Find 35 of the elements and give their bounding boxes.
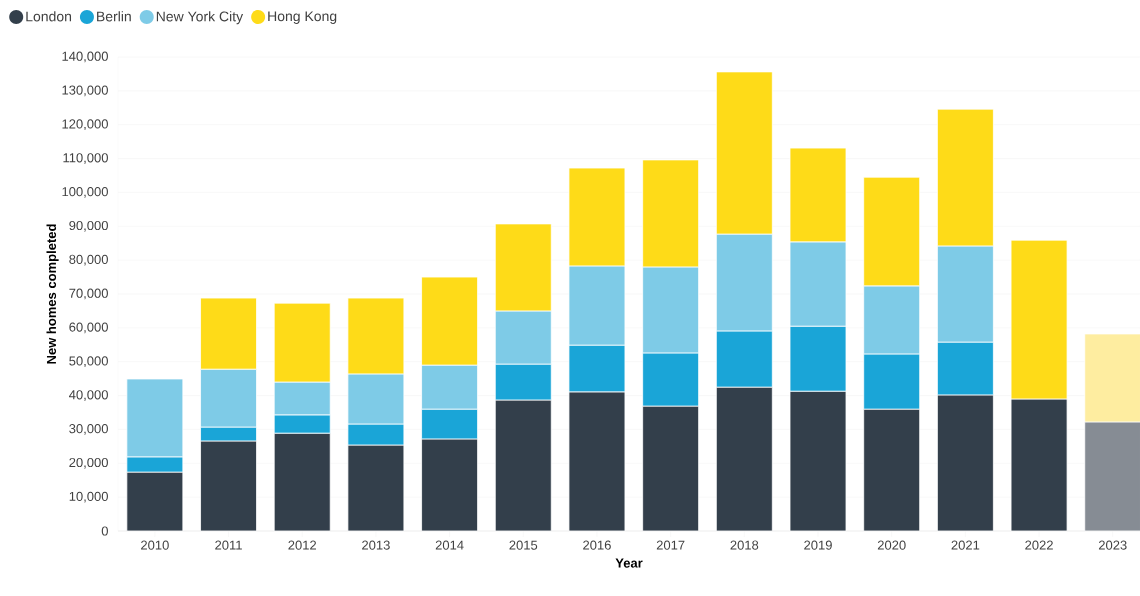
y-tick-label: 130,000: [62, 85, 108, 97]
y-tick-label: 140,000: [62, 51, 108, 63]
y-tick-label: 80,000: [69, 254, 108, 266]
legend-label: Berlin: [97, 11, 131, 22]
x-tick-label: 2022: [1025, 540, 1053, 550]
y-tick-label: 10,000: [69, 491, 108, 503]
x-tick-label: 2018: [730, 540, 759, 550]
x-tick-label: 2012: [288, 540, 317, 550]
legend-label: Hong Kong: [268, 11, 337, 24]
x-tick-label: 2021: [951, 540, 980, 550]
legend-label: London: [26, 11, 72, 22]
y-tick-label: 100,000: [62, 187, 108, 198]
y-tick-label: 120,000: [62, 119, 108, 131]
y-tick-label: 0: [101, 526, 108, 536]
x-tick-label: 2016: [583, 540, 611, 550]
x-tick-label: 2015: [509, 540, 538, 550]
y-tick-label: 60,000: [69, 322, 108, 334]
y-tick-label: 70,000: [69, 288, 108, 300]
y-tick-label: 30,000: [69, 424, 108, 435]
y-axis-title: New homes completed: [46, 224, 59, 364]
x-tick-label: 2014: [435, 540, 464, 550]
y-tick-label: 90,000: [69, 220, 108, 232]
y-tick-label: 40,000: [69, 390, 108, 401]
x-tick-label: 2023: [1098, 540, 1127, 550]
x-tick-label: 2010: [141, 540, 169, 550]
y-tick-label: 50,000: [69, 356, 108, 368]
legend-label: New York City: [156, 11, 244, 25]
x-tick-label: 2017: [656, 540, 685, 550]
x-tick-label: 2020: [877, 540, 906, 550]
x-axis-title: Year: [615, 558, 643, 568]
x-tick-label: 2019: [804, 540, 832, 550]
y-tick-label: 110,000: [63, 153, 108, 164]
x-tick-label: 2013: [362, 540, 390, 550]
x-tick-label: 2011: [215, 540, 242, 550]
y-tick-label: 20,000: [69, 457, 108, 469]
